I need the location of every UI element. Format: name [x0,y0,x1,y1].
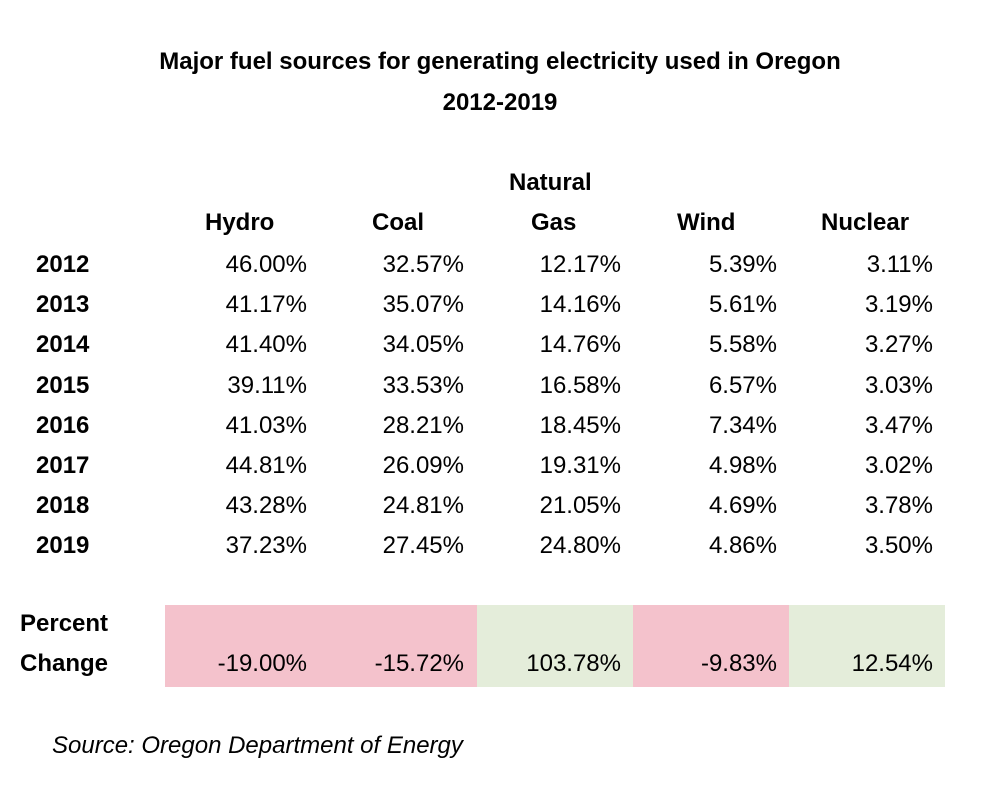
cell-2015-gas: 16.58% [539,371,621,399]
cell-2012-wind: 5.39% [708,251,777,278]
cell-2012-coal: 32.57% [382,251,464,278]
cell-2019-hydro: 37.23% [225,532,307,560]
cell-2013-nuclear: 3.19% [864,291,933,319]
cell-2016-wind: 7.34% [708,411,777,439]
row-year-2017: 2017 [36,452,90,479]
chart-title-line1: Major fuel sources for generating electr… [159,48,841,75]
percent-change-label-line2: Change [20,650,109,677]
cell-2013-wind: 5.61% [708,291,777,319]
cell-2017-coal: 26.09% [382,452,464,479]
chart-title-line2: 2012-2019 [442,89,558,116]
source-note: Source: Oregon Department of Energy [52,732,463,759]
percent-change-nuclear: 12.54% [851,650,933,677]
column-header-gas-top: Natural [509,169,592,196]
cell-2014-wind: 5.58% [708,331,777,359]
cell-2017-gas: 19.31% [539,452,621,479]
cell-2013-gas: 14.16% [539,291,621,319]
cell-2019-wind: 4.86% [708,532,777,560]
cell-2018-gas: 21.05% [539,492,621,520]
row-year-2012: 2012 [36,251,90,278]
cell-2014-nuclear: 3.27% [864,331,933,359]
cell-2012-hydro: 46.00% [225,251,307,278]
row-year-2018: 2018 [36,492,90,520]
row-year-2016: 2016 [36,411,90,439]
cell-2019-nuclear: 3.50% [864,532,933,560]
cell-2015-hydro: 39.11% [227,371,307,399]
percent-change-box-hydro [165,605,321,687]
cell-2015-nuclear: 3.03% [864,371,933,399]
cell-2015-wind: 6.57% [708,371,777,399]
cell-2014-hydro: 41.40% [225,331,307,359]
cell-2016-hydro: 41.03% [225,411,307,439]
cell-2015-coal: 33.53% [382,371,464,399]
cell-2016-gas: 18.45% [539,411,621,439]
cell-2013-coal: 35.07% [382,291,464,319]
cell-2012-gas: 12.17% [539,251,621,278]
cell-2014-coal: 34.05% [382,331,464,359]
percent-change-hydro: -19.00% [217,650,307,677]
column-header-hydro: Hydro [205,209,275,236]
row-year-2015: 2015 [36,371,90,399]
column-header-nuclear: Nuclear [821,209,910,236]
column-header-wind: Wind [677,209,736,236]
cell-2018-coal: 24.81% [382,492,464,520]
cell-2016-coal: 28.21% [382,411,464,439]
percent-change-box-wind [633,605,789,687]
cell-2012-nuclear: 3.11% [866,251,933,278]
cell-2018-nuclear: 3.78% [864,492,933,520]
percent-change-box-nuclear [789,605,945,687]
row-year-2014: 2014 [36,331,90,359]
percent-change-gas: 103.78% [526,650,621,677]
percent-change-coal: -15.72% [374,650,464,677]
cell-2013-hydro: 41.17% [225,291,307,319]
percent-change-label-line1: Percent [20,610,109,637]
cell-2018-wind: 4.69% [708,492,777,520]
column-header-gas: Gas [531,209,577,236]
cell-2017-hydro: 44.81% [225,452,307,479]
cell-2017-wind: 4.98% [708,452,777,479]
cell-2019-coal: 27.45% [382,532,464,560]
percent-change-wind: -9.83% [700,650,777,677]
percent-change-box-coal [321,605,477,687]
cell-2018-hydro: 43.28% [225,492,307,520]
cell-2016-nuclear: 3.47% [864,411,933,439]
cell-2019-gas: 24.80% [539,532,621,560]
percent-change-box-gas [477,605,633,687]
cell-2014-gas: 14.76% [539,331,621,359]
column-header-coal: Coal [372,209,425,236]
row-year-2013: 2013 [36,291,90,319]
row-year-2019: 2019 [36,532,90,560]
cell-2017-nuclear: 3.02% [864,452,933,479]
